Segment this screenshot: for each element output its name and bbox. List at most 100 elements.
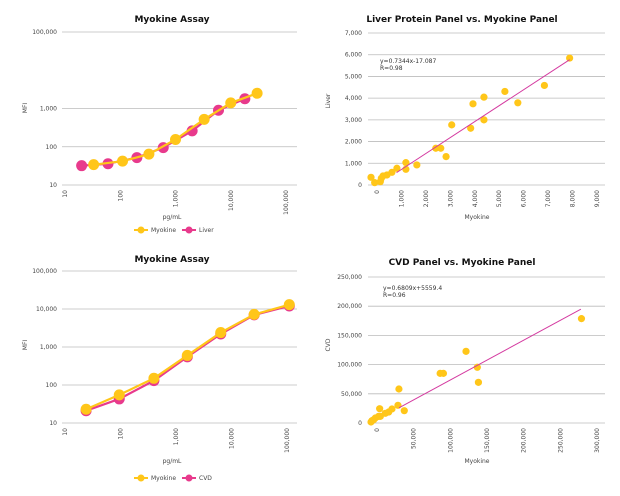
y-tick-label: 250,000 [337,274,362,281]
x-tick-label: 1,000 [173,428,180,445]
x-tick-label: 100 [117,190,124,202]
y-tick-label: 10 [49,420,57,427]
chart-title: Myokine Assay [134,255,209,265]
legend-label: Myokine [151,475,176,482]
data-point [388,168,396,176]
trendline [396,59,570,174]
data-point-myokine [80,403,92,415]
x-tick-label: 1,000 [398,190,405,207]
data-point [400,407,408,415]
regression-annotation: y=0.7344x-17.087 [380,58,436,65]
data-point-myokine [215,327,227,339]
y-tick-label: 1,000 [345,160,362,167]
y-axis-label: CVD [325,338,332,351]
y-tick-label: 10,000 [36,306,57,313]
x-tick-label: 4,000 [472,190,479,207]
y-tick-label: 10 [49,182,57,189]
x-tick-label: 3,000 [447,190,454,207]
data-point-myokine [148,372,160,384]
x-tick-label: 100,000 [447,428,454,453]
x-tick-label: 7,000 [545,190,552,207]
data-point [439,369,448,377]
y-tick-label: 100 [46,382,58,389]
data-point [432,144,440,152]
x-tick-label: 10 [62,190,69,198]
y-tick-label: 150,000 [337,332,362,339]
data-point [442,152,450,161]
data-point [395,385,403,393]
data-point [577,315,586,323]
legend-label: CVD [199,475,212,482]
chart-4: CVD Panel vs. Myokine Panel 0 50,000 100,00… [325,258,605,465]
y-tick-label: 3,000 [345,117,362,124]
x-tick-label: 2,000 [423,190,430,207]
x-tick-label: 300,000 [594,428,601,453]
x-tick-label: 0 [374,428,381,432]
data-point-myokine [181,349,193,361]
y-axis-label: Liver [325,93,332,108]
data-point [394,401,402,409]
x-tick-label: 250,000 [557,428,564,453]
y-tick-label: 100 [46,144,58,151]
data-point [367,173,375,181]
trendline [398,308,582,409]
data-point [480,93,488,101]
x-axis-label: Myokine [464,458,489,465]
chart-title: CVD Panel vs. Myokine Panel [389,258,536,268]
data-point [448,121,456,129]
data-point [393,164,401,172]
x-tick-label: 100,000 [284,428,291,453]
data-point [376,405,384,413]
chart-3: Myokine Assay 10 100 1,000 10,000 100,000 10 10… [22,255,297,482]
x-tick-label: 150,000 [484,428,491,453]
x-tick-label: 100 [118,428,125,440]
chart-1: Myokine Assay 10 100 1,000 100,000 10 100 1,000… [22,15,297,234]
chart-2: Liver Protein Panel vs. Myokine Panel 0 1,… [325,15,605,221]
x-tick-label: 10,000 [229,428,236,449]
data-point-myokine [198,113,210,125]
chart-title: Myokine Assay [134,15,209,25]
x-axis-label: Myokine [464,214,489,221]
y-axis-label: MFI [22,103,29,114]
y-tick-label: 4,000 [345,95,362,102]
data-point-myokine [283,299,295,311]
y-tick-label: 50,000 [341,391,362,398]
data-point [467,124,475,132]
x-tick-label: 9,000 [594,190,601,207]
y-tick-label: 1,000 [40,106,57,113]
y-tick-label: 100,000 [337,362,362,369]
data-point [474,378,483,386]
data-point-myokine [117,155,129,167]
legend-label: Myokine [151,227,176,234]
data-point-myokine [251,87,263,99]
x-tick-label: 1,000 [173,190,180,207]
data-point-myokine [170,133,181,145]
y-tick-label: 2,000 [345,139,362,146]
x-tick-label: 50,000 [411,428,418,449]
x-tick-label: 100,000 [283,190,290,215]
x-axis-label: pg/mL [163,214,182,221]
legend-marker [185,226,193,234]
data-point [388,405,396,413]
data-point-myokine [113,389,125,401]
y-tick-label: 1,000 [40,344,57,351]
data-point [501,87,509,96]
data-point-myokine [88,159,100,171]
y-tick-label: 100,000 [32,29,57,36]
x-tick-label: 10 [62,428,69,436]
data-point [480,116,488,124]
data-point [473,363,481,371]
data-point [514,99,522,107]
legend-marker [185,474,193,482]
legend-label: Liver [199,227,214,234]
data-point-myokine [143,148,155,160]
legend-marker [137,226,145,234]
regression-annotation: R=0.98 [380,65,403,72]
x-tick-label: 200,000 [521,428,528,453]
y-tick-label: 6,000 [345,52,362,59]
regression-annotation: y=0.6809x+5559.4 [383,285,442,292]
y-tick-label: 200,000 [337,303,362,310]
data-point [566,54,574,62]
regression-annotation: R=0.96 [383,292,406,299]
